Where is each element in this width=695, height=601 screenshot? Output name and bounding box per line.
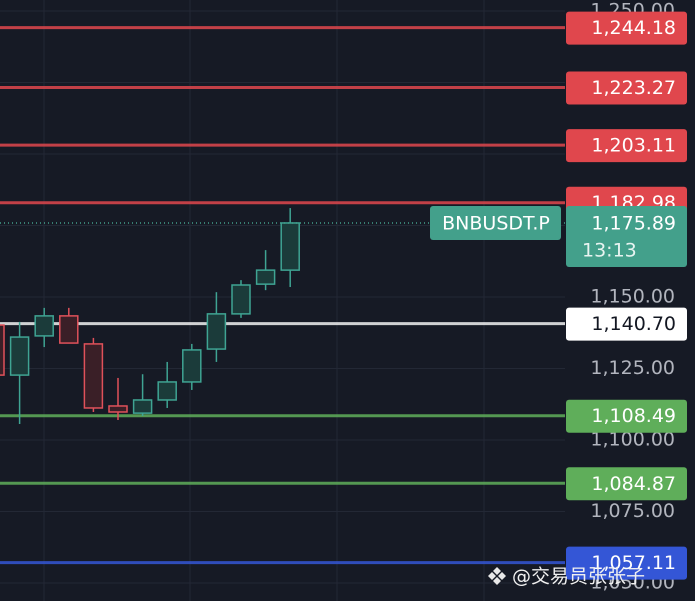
candle-body	[9, 336, 30, 376]
symbol-box	[430, 205, 561, 240]
watermark-icon	[488, 567, 506, 585]
level-label-box	[566, 71, 687, 105]
candle-body	[83, 343, 104, 409]
candle-body	[231, 284, 251, 315]
level-label: 1,140.70	[591, 313, 676, 335]
candle-body	[108, 405, 128, 413]
vertical-grid	[43, 0, 485, 601]
candle-body	[0, 324, 5, 376]
y-tick-label: 1,100.00	[590, 429, 675, 451]
level-label: 1,223.27	[591, 77, 676, 99]
level-label: 1,203.11	[591, 135, 676, 157]
level-label-box	[566, 399, 687, 433]
candle-body	[255, 269, 276, 285]
watermark-icon-shape	[488, 567, 506, 585]
candle-body	[206, 313, 227, 350]
symbol-label: BNBUSDT.P	[442, 212, 550, 234]
level-label-box	[566, 307, 687, 341]
y-tick-label: 1,125.00	[590, 357, 675, 379]
level-label-box	[566, 467, 687, 501]
level-label-box	[566, 129, 687, 163]
level-label: 1,057.11	[591, 552, 676, 574]
candle-body	[157, 381, 177, 401]
level-label: 1,084.87	[591, 473, 676, 495]
level-label: 1,108.49	[591, 405, 676, 427]
candle-body	[34, 315, 54, 337]
level-label-box	[566, 11, 687, 45]
candle-body	[280, 222, 300, 271]
candle-body	[59, 315, 79, 344]
level-label: 1,244.18	[591, 17, 676, 39]
last-price-box	[566, 205, 687, 267]
countdown-label: 13:13	[582, 239, 637, 261]
y-tick-label: 1,075.00	[590, 500, 675, 522]
candle-body	[182, 349, 202, 383]
watermark: @交易员张张子	[512, 566, 645, 588]
level-label-box	[566, 546, 687, 580]
candle-body	[132, 399, 153, 414]
y-tick-label: 1,150.00	[590, 286, 675, 308]
last-price-label: 1,175.89	[591, 212, 676, 234]
